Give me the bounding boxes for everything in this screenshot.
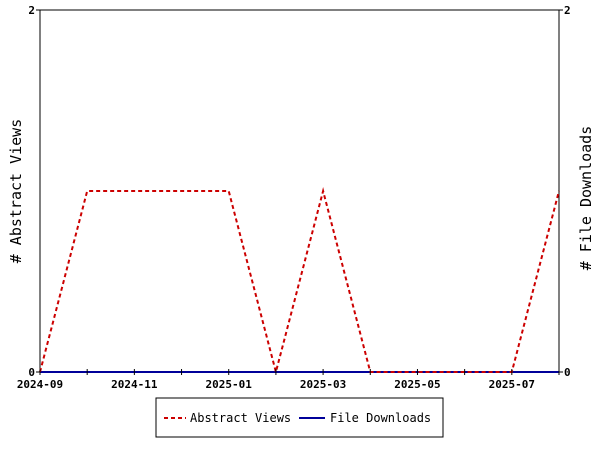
x-tick-label: 2024-09 xyxy=(17,378,63,391)
series-layer xyxy=(39,187,560,376)
legend: Abstract Views File Downloads xyxy=(155,397,444,438)
y-tick-label-left: 0 xyxy=(28,366,35,379)
x-tick-label: 2025-03 xyxy=(300,378,346,391)
x-tick-label: 2025-05 xyxy=(394,378,440,391)
series-line-abstract-views xyxy=(39,187,560,376)
x-tick-label: 2024-11 xyxy=(111,378,158,391)
y-axis-label-left: # Abstract Views xyxy=(7,119,25,264)
axes: 2024-09 2024-11 2025-01 2025-03 2025-05 2025-… xyxy=(17,4,571,391)
y-tick-label-left: 2 xyxy=(28,4,35,17)
y-tick-label-right: 0 xyxy=(564,366,571,379)
legend-label-file-downloads: File Downloads xyxy=(330,411,431,425)
legend-label-abstract-views: Abstract Views xyxy=(190,411,291,425)
y-axis-label-right: # File Downloads xyxy=(577,126,595,271)
x-tick-label: 2025-07 xyxy=(489,378,535,391)
y-tick-label-right: 2 xyxy=(564,4,571,17)
x-tick-label: 2025-01 xyxy=(206,378,253,391)
